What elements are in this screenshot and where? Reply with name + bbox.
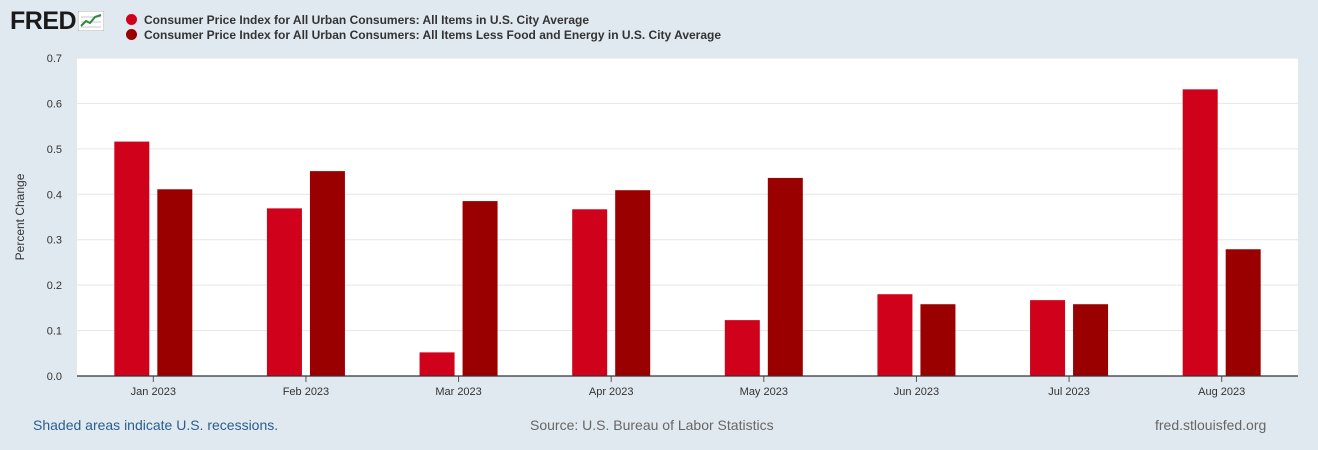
x-tick-label: Jul 2023 xyxy=(1048,386,1090,398)
y-tick-label: 0.1 xyxy=(47,326,62,338)
y-tick-label: 0.5 xyxy=(47,144,62,156)
line-chart-icon xyxy=(78,11,105,31)
site-link[interactable]: fred.stlouisfed.org xyxy=(1155,417,1267,433)
y-tick-label: 0.4 xyxy=(47,189,62,201)
bar-core-may-2023[interactable] xyxy=(767,177,803,376)
bar-core-apr-2023[interactable] xyxy=(615,190,651,376)
bar-all-items-feb-2023[interactable] xyxy=(266,208,302,376)
y-tick-label: 0.6 xyxy=(47,98,62,110)
legend-item-all-items[interactable]: Consumer Price Index for All Urban Consu… xyxy=(126,12,721,27)
bar-all-items-may-2023[interactable] xyxy=(724,320,760,376)
plot-area xyxy=(77,58,1298,376)
legend-label: Consumer Price Index for All Urban Consu… xyxy=(144,27,722,42)
y-axis-label: Percent Change xyxy=(13,173,27,260)
bar-all-items-apr-2023[interactable] xyxy=(572,209,608,376)
bar-core-mar-2023[interactable] xyxy=(462,201,498,376)
fred-logo[interactable]: FRED xyxy=(10,6,105,35)
legend-label: Consumer Price Index for All Urban Consu… xyxy=(144,12,589,27)
x-tick-label: Mar 2023 xyxy=(435,386,481,398)
logo-text: FRED xyxy=(10,6,77,35)
y-tick-label: 0.3 xyxy=(47,235,62,247)
bar-chart: 0.0 0.1 0.2 0.3 0.4 0.5 0.6 0.7 Percent Change Ja… xyxy=(13,53,1298,398)
bar-core-jan-2023[interactable] xyxy=(157,189,193,376)
bar-core-jun-2023[interactable] xyxy=(920,304,956,376)
bar-all-items-aug-2023[interactable] xyxy=(1182,89,1218,377)
bar-all-items-jun-2023[interactable] xyxy=(877,294,913,376)
x-tick-label: May 2023 xyxy=(740,386,788,398)
legend-marker-icon xyxy=(126,14,137,25)
legend-marker-icon xyxy=(126,29,137,40)
x-tick-label: Feb 2023 xyxy=(283,386,329,398)
y-tick-label: 0.2 xyxy=(47,280,62,292)
x-tick-label: Apr 2023 xyxy=(589,386,634,398)
bar-core-feb-2023[interactable] xyxy=(309,171,345,376)
source-note: Source: U.S. Bureau of Labor Statistics xyxy=(530,417,774,433)
legend-item-core[interactable]: Consumer Price Index for All Urban Consu… xyxy=(126,27,721,42)
y-tick-label: 0.0 xyxy=(47,371,62,383)
chart-legend: Consumer Price Index for All Urban Consu… xyxy=(126,12,721,42)
y-tick-label: 0.7 xyxy=(47,53,62,65)
bar-all-items-mar-2023[interactable] xyxy=(419,352,455,376)
x-tick-label: Jan 2023 xyxy=(131,386,176,398)
recessions-note: Shaded areas indicate U.S. recessions. xyxy=(33,417,279,433)
bar-core-aug-2023[interactable] xyxy=(1225,249,1261,376)
bar-all-items-jan-2023[interactable] xyxy=(114,141,150,376)
x-tick-label: Jun 2023 xyxy=(894,386,939,398)
bar-core-jul-2023[interactable] xyxy=(1073,304,1109,376)
bar-all-items-jul-2023[interactable] xyxy=(1030,300,1066,376)
x-tick-label: Aug 2023 xyxy=(1198,386,1245,398)
